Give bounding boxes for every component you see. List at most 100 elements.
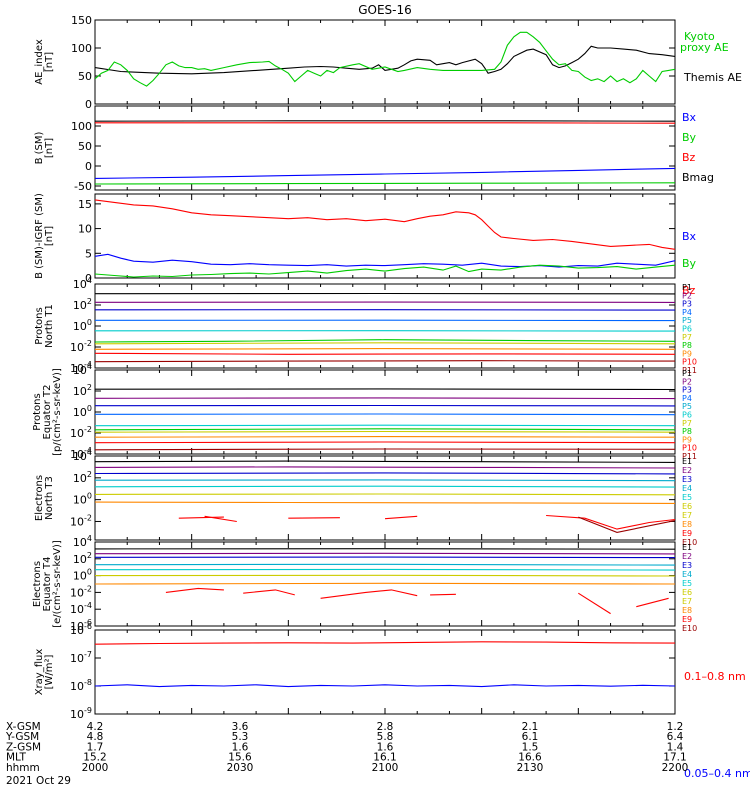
x-tick-label: 2030 bbox=[227, 762, 254, 774]
series-segment bbox=[384, 515, 418, 520]
legend-entry: Bx bbox=[682, 111, 697, 124]
y-tick-label: 5 bbox=[85, 247, 92, 260]
y-tick-exponent: 4 bbox=[87, 448, 92, 457]
series-line bbox=[95, 460, 675, 463]
legend-entry: E4 bbox=[682, 484, 692, 493]
y-axis-label: North T1 bbox=[44, 304, 55, 348]
y-axis-label: [nT] bbox=[44, 226, 55, 246]
x-tick-label: 4.8 bbox=[87, 731, 104, 743]
y-tick-label: 100 bbox=[73, 492, 92, 507]
legend-entry: P4 bbox=[682, 394, 692, 403]
y-tick-label: 10-9 bbox=[70, 706, 92, 721]
series-line bbox=[95, 466, 675, 469]
y-tick-exponent: -8 bbox=[84, 678, 92, 687]
x-tick-label: 1.4 bbox=[667, 741, 684, 753]
y-tick-exponent: -2 bbox=[84, 425, 92, 434]
y-tick-label: 104 bbox=[73, 448, 92, 463]
y-tick-exponent: 2 bbox=[87, 297, 92, 306]
y-tick-label: 10-2 bbox=[70, 513, 92, 528]
y-tick-label: 10-2 bbox=[70, 584, 92, 599]
panel-plot-area bbox=[95, 120, 675, 185]
legend-entry: E1 bbox=[682, 543, 692, 552]
x-row-label: hhmm bbox=[6, 762, 40, 774]
series-line bbox=[95, 397, 675, 400]
x-tick-label: 4.2 bbox=[87, 721, 104, 733]
legend-entry: P6 bbox=[682, 411, 692, 420]
panel-plot-area bbox=[95, 199, 675, 278]
legend-entry: By bbox=[682, 257, 697, 270]
y-axis-label: [p/(cm²-s-sr-keV)] bbox=[52, 368, 63, 456]
series-line bbox=[95, 582, 675, 585]
y-axis-label: [nT] bbox=[44, 52, 55, 72]
series-line bbox=[95, 253, 675, 268]
y-tick-exponent: 2 bbox=[87, 470, 92, 479]
series-line bbox=[95, 428, 675, 431]
panel-frame bbox=[94, 369, 676, 455]
series-line bbox=[95, 413, 675, 416]
series-line bbox=[95, 485, 675, 488]
series-line bbox=[95, 31, 675, 87]
series-line bbox=[95, 684, 675, 688]
y-tick-label: 104 bbox=[73, 276, 92, 291]
series-line bbox=[95, 167, 675, 179]
series-segment bbox=[320, 589, 418, 599]
legend-entry: P5 bbox=[682, 316, 692, 325]
y-tick-exponent: -7 bbox=[84, 650, 92, 659]
legend-entry: E9 bbox=[682, 615, 692, 624]
y-axis-label: [W/m²] bbox=[44, 654, 55, 689]
legend-entry: 0.05–0.4 nm bbox=[684, 767, 750, 780]
y-tick-label: 50 bbox=[78, 140, 92, 153]
y-tick-label: 10-7 bbox=[70, 650, 92, 665]
legend-entry: P11 bbox=[682, 452, 697, 461]
legend-entry: P6 bbox=[682, 325, 692, 334]
panel-e_north: 10-2 100 102 104 Electrons North T3 E1E2E3E4E5… bbox=[34, 448, 697, 547]
panel-frame bbox=[94, 283, 676, 369]
y-tick-label: 102 bbox=[73, 470, 92, 485]
x-tick-label: 15.2 bbox=[83, 752, 106, 764]
y-tick-exponent: -4 bbox=[84, 360, 92, 369]
legend-entry: E3 bbox=[682, 561, 692, 570]
legend-entry: P8 bbox=[682, 427, 692, 436]
y-tick-label: 0 bbox=[85, 160, 92, 173]
chart-title: GOES-16 bbox=[358, 3, 412, 17]
series-line bbox=[95, 352, 675, 355]
y-tick-label: 10-2 bbox=[70, 425, 92, 440]
x-tick-label: 5.8 bbox=[377, 731, 394, 743]
legend-entry: P11 bbox=[682, 366, 697, 375]
x-tick-label: 15.6 bbox=[228, 752, 252, 764]
series-segment bbox=[430, 593, 456, 596]
x-tick-label: 2.1 bbox=[522, 721, 539, 733]
series-line bbox=[95, 182, 675, 185]
legend-entry: 0.1–0.8 nm bbox=[684, 670, 746, 683]
series-line bbox=[95, 388, 675, 391]
legend-entry: P7 bbox=[682, 419, 692, 428]
y-tick-exponent: -4 bbox=[84, 446, 92, 455]
x-tick-label: 2.8 bbox=[377, 721, 394, 733]
legend-entry: E4 bbox=[682, 570, 692, 579]
y-tick-exponent: -6 bbox=[84, 618, 92, 627]
series-line bbox=[95, 479, 675, 482]
series-line bbox=[95, 448, 675, 451]
series-line bbox=[95, 441, 675, 444]
panel-frame bbox=[94, 455, 676, 541]
y-tick-label: 0 bbox=[85, 98, 92, 111]
x-tick-label: 6.1 bbox=[522, 731, 539, 743]
y-axis-label: [nT] bbox=[44, 138, 55, 158]
legend-entry: P9 bbox=[682, 349, 692, 358]
panel-plot-area bbox=[95, 548, 675, 615]
series-line bbox=[95, 342, 675, 345]
y-tick-label: 100 bbox=[71, 42, 92, 55]
panel-plot-area bbox=[95, 460, 675, 533]
x-tick-label: 16.6 bbox=[518, 752, 542, 764]
y-tick-label: 10 bbox=[78, 223, 92, 236]
y-tick-label: 102 bbox=[73, 383, 92, 398]
legend-entry: E3 bbox=[682, 475, 692, 484]
legend-entry: Bz bbox=[682, 284, 696, 297]
x-tick-label: 2100 bbox=[372, 762, 399, 774]
legend-entry: E10 bbox=[682, 538, 697, 547]
y-axis-label: Electrons bbox=[32, 561, 43, 607]
series-line bbox=[95, 552, 675, 555]
legend-entry: P10 bbox=[682, 444, 697, 453]
y-tick-exponent: 0 bbox=[87, 568, 92, 577]
legend-entry: P10 bbox=[682, 358, 697, 367]
